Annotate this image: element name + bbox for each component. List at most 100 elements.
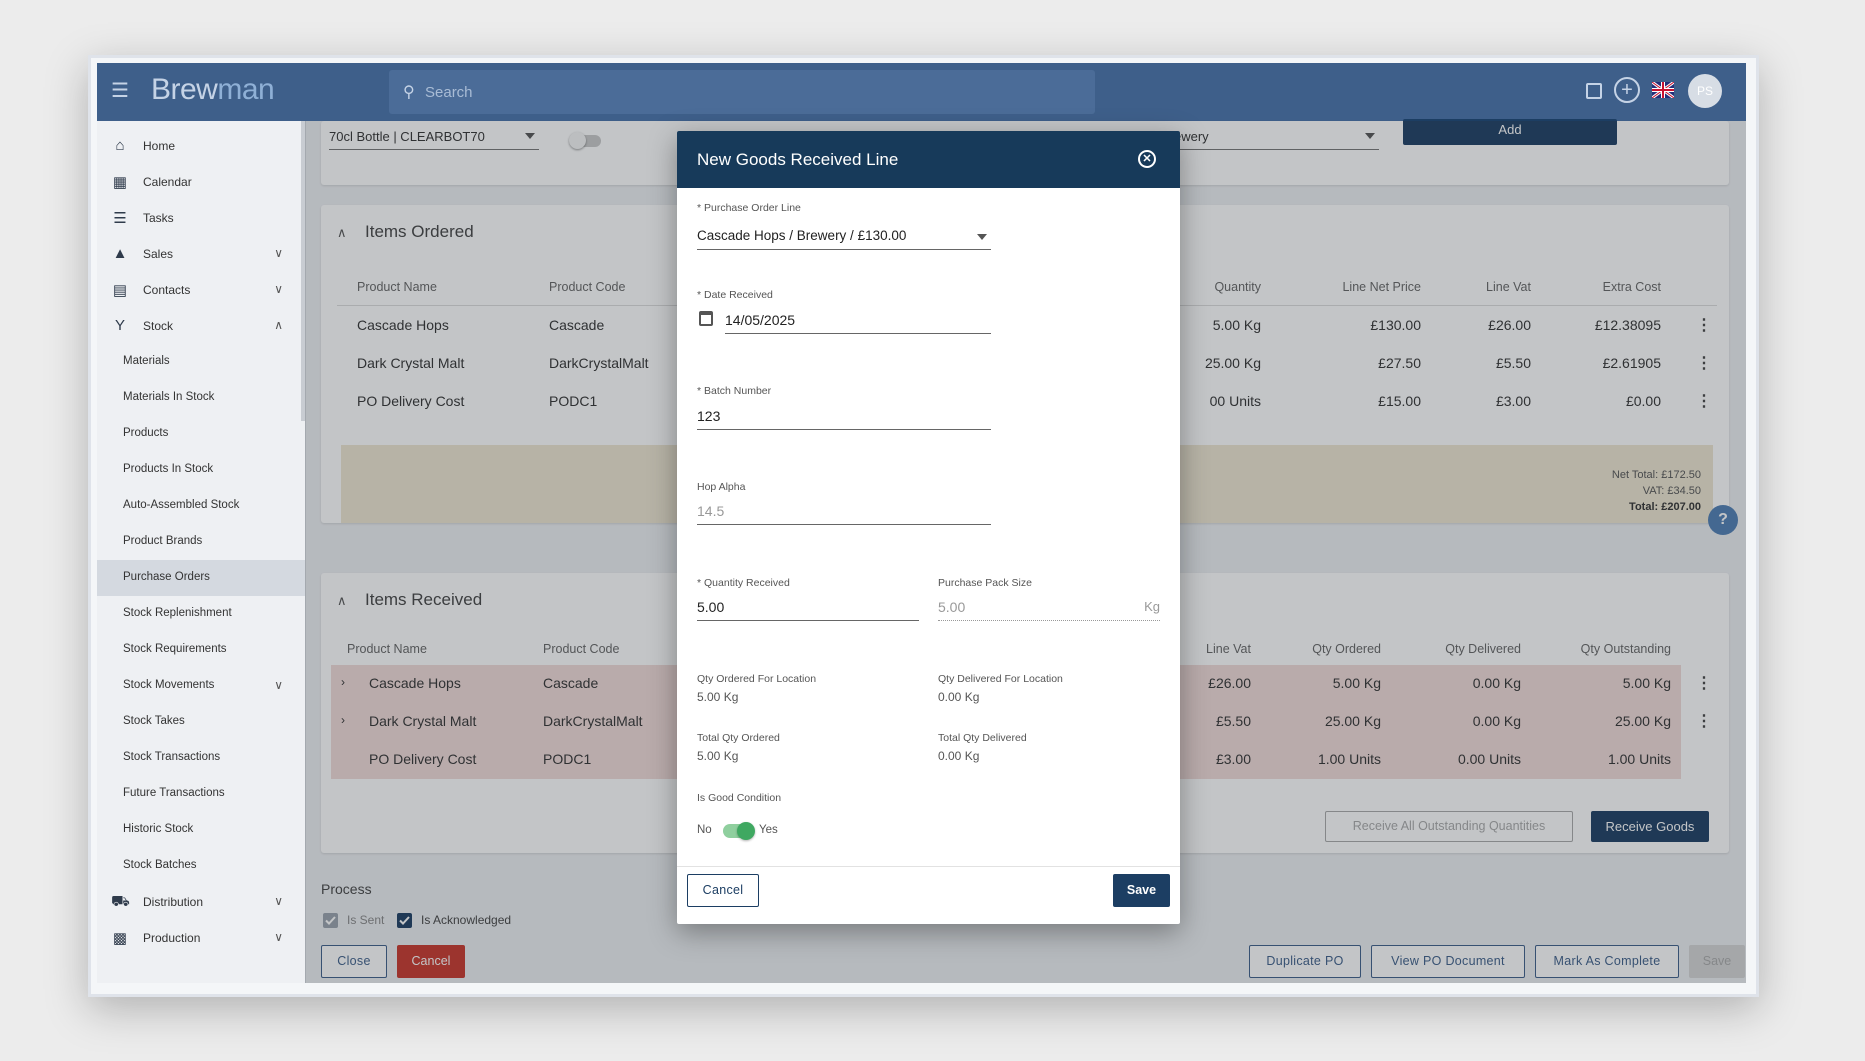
column-header[interactable]: Quantity: [1214, 280, 1261, 294]
receive-goods-button[interactable]: Receive Goods: [1591, 811, 1709, 842]
view-po-document-button[interactable]: View PO Document: [1371, 945, 1525, 978]
sidebar-sub-label: Future Transactions: [123, 787, 225, 799]
menu-icon[interactable]: ☰: [111, 80, 129, 102]
dialog-cancel-button[interactable]: Cancel: [687, 874, 759, 907]
column-header[interactable]: Line Vat: [1206, 642, 1251, 656]
dialog-header: New Goods Received Line ✕: [677, 131, 1180, 188]
chevron-up-icon: ∧: [274, 318, 283, 332]
fullscreen-icon[interactable]: [1586, 83, 1602, 99]
batch-number-label: * Batch Number: [697, 385, 772, 397]
sidebar-sub-historic-stock[interactable]: Historic Stock: [97, 812, 305, 848]
calendar-icon: ▦: [112, 174, 128, 191]
column-header[interactable]: Product Code: [543, 642, 620, 656]
date-received-value: 14/05/2025: [725, 312, 796, 328]
column-header[interactable]: Extra Cost: [1602, 280, 1661, 294]
sidebar-sub-stock-batches[interactable]: Stock Batches: [97, 848, 305, 884]
column-header[interactable]: Line Vat: [1486, 280, 1531, 294]
cell-net-price: £130.00: [1370, 317, 1421, 333]
sidebar-item-home[interactable]: ⌂ Home: [97, 128, 305, 164]
sidebar-sub-materials[interactable]: Materials: [97, 344, 305, 380]
sidebar-sub-materials-in-stock[interactable]: Materials In Stock: [97, 380, 305, 416]
cell-vat: £5.50: [1215, 713, 1251, 729]
more-vertical-icon[interactable]: ⋮: [1696, 393, 1712, 410]
column-header[interactable]: Qty Delivered: [1445, 642, 1521, 656]
toggle-switch[interactable]: [569, 132, 601, 149]
sidebar-sub-stock-transactions[interactable]: Stock Transactions: [97, 740, 305, 776]
is-acknowledged-label: Is Acknowledged: [421, 913, 512, 927]
more-vertical-icon[interactable]: ⋮: [1696, 317, 1712, 334]
cell-qty-delivered: 0.00 Kg: [1472, 713, 1521, 729]
sidebar-item-distribution[interactable]: ⛟ Distribution ∨: [97, 884, 305, 920]
sidebar-sub-stock-movements[interactable]: Stock Movements ∨: [97, 668, 305, 704]
product-select[interactable]: 70cl Bottle | CLEARBOT70: [329, 129, 539, 150]
more-vertical-icon[interactable]: ⋮: [1696, 713, 1712, 730]
receive-all-button[interactable]: Receive All Outstanding Quantities: [1325, 811, 1573, 842]
help-icon[interactable]: ?: [1708, 505, 1738, 535]
expand-chevron-icon[interactable]: ›: [341, 713, 345, 727]
close-button[interactable]: Close: [321, 945, 387, 978]
column-header[interactable]: Qty Ordered: [1312, 642, 1381, 656]
sidebar-sub-stock-replenishment[interactable]: Stock Replenishment: [97, 596, 305, 632]
truck-icon: ⛟: [111, 893, 130, 910]
cell-product-name: PO Delivery Cost: [369, 751, 477, 767]
sidebar-scrollbar[interactable]: [301, 121, 305, 421]
cell-product-code: Cascade: [549, 317, 605, 333]
close-icon[interactable]: ✕: [1138, 150, 1156, 168]
sidebar-sub-product-brands[interactable]: Product Brands: [97, 524, 305, 560]
search-placeholder: Search: [425, 84, 473, 101]
sidebar-item-contacts[interactable]: ▤ Contacts ∨: [97, 272, 305, 308]
sidebar-sub-products-in-stock[interactable]: Products In Stock: [97, 452, 305, 488]
save-po-button[interactable]: Save: [1689, 945, 1745, 978]
mark-complete-button[interactable]: Mark As Complete: [1535, 945, 1679, 978]
sidebar-sub-stock-takes[interactable]: Stock Takes: [97, 704, 305, 740]
dialog-save-button[interactable]: Save: [1113, 874, 1170, 907]
sidebar-sub-products[interactable]: Products: [97, 416, 305, 452]
add-button[interactable]: Add: [1403, 119, 1617, 145]
good-condition-toggle[interactable]: [721, 821, 755, 841]
duplicate-po-button[interactable]: Duplicate PO: [1249, 945, 1361, 978]
date-received-input[interactable]: 14/05/2025: [725, 308, 991, 334]
sidebar-item-sales[interactable]: ▲ Sales ∨: [97, 236, 305, 272]
chevron-up-icon[interactable]: ∧: [337, 225, 347, 240]
cell-product-code: PODC1: [549, 393, 598, 409]
sidebar-item-calendar[interactable]: ▦ Calendar: [97, 164, 305, 200]
sidebar-sub-stock-requirements[interactable]: Stock Requirements: [97, 632, 305, 668]
calendar-icon[interactable]: [699, 311, 713, 326]
cell-extra-cost: £0.00: [1625, 393, 1661, 409]
sidebar-sub-purchase-orders[interactable]: Purchase Orders: [97, 560, 305, 596]
qty-received-input[interactable]: 5.00: [697, 595, 919, 621]
sidebar-item-tasks[interactable]: ☰ Tasks: [97, 200, 305, 236]
column-header[interactable]: Qty Outstanding: [1580, 642, 1671, 656]
more-vertical-icon[interactable]: ⋮: [1696, 355, 1712, 372]
sidebar-item-production[interactable]: ▩ Production ∨: [97, 920, 305, 956]
sidebar-sub-label: Stock Takes: [123, 715, 185, 727]
cancel-po-button[interactable]: Cancel: [397, 945, 465, 978]
avatar[interactable]: PS: [1688, 74, 1722, 108]
column-header[interactable]: Product Code: [549, 280, 626, 294]
cell-qty-ordered: 5.00 Kg: [1332, 675, 1381, 691]
chevron-up-icon[interactable]: ∧: [337, 593, 347, 608]
hop-alpha-input[interactable]: 14.5: [697, 499, 991, 525]
sidebar-sub-future-transactions[interactable]: Future Transactions: [97, 776, 305, 812]
top-bar-actions: + PS: [1586, 63, 1746, 121]
cell-net-price: £15.00: [1378, 393, 1421, 409]
pack-size-value: 5.00: [938, 599, 966, 615]
app-logo[interactable]: Brewman: [151, 73, 275, 107]
uk-flag-icon[interactable]: [1652, 82, 1674, 98]
more-vertical-icon[interactable]: ⋮: [1696, 675, 1712, 692]
column-header[interactable]: Product Name: [357, 280, 437, 294]
sidebar-item-stock[interactable]: Y Stock ∧: [97, 308, 305, 344]
qty-received-value: 5.00: [697, 599, 725, 615]
batch-number-input[interactable]: 123: [697, 404, 991, 430]
add-circle-icon[interactable]: +: [1614, 77, 1640, 103]
is-acknowledged-checkbox[interactable]: [397, 913, 412, 928]
po-line-select[interactable]: Cascade Hops / Brewery / £130.00: [697, 224, 991, 250]
cell-qty-outstanding: 25.00 Kg: [1614, 713, 1671, 729]
expand-chevron-icon[interactable]: ›: [341, 675, 345, 689]
sidebar-sub-auto-assembled[interactable]: Auto-Assembled Stock: [97, 488, 305, 524]
column-header[interactable]: Product Name: [347, 642, 427, 656]
column-header[interactable]: Line Net Price: [1342, 280, 1421, 294]
search-input[interactable]: ⚲ Search: [389, 70, 1095, 114]
cell-vat: £3.00: [1215, 751, 1251, 767]
is-sent-checkbox[interactable]: [323, 913, 338, 928]
